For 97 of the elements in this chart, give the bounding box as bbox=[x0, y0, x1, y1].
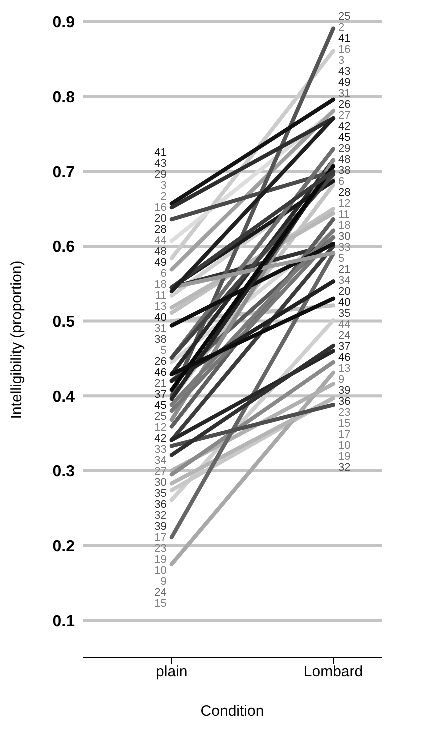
text: 2 bbox=[160, 190, 167, 203]
series-label: 12 bbox=[338, 198, 351, 210]
series-label: 48 bbox=[338, 154, 351, 166]
text: 38 bbox=[154, 334, 167, 346]
text: 37 bbox=[338, 341, 351, 353]
series-label: 6 bbox=[338, 176, 345, 188]
text: 42 bbox=[338, 121, 351, 133]
text: 11 bbox=[155, 290, 167, 302]
series-label: 45 bbox=[154, 400, 167, 412]
text: 24 bbox=[154, 586, 167, 599]
text: 18 bbox=[154, 278, 167, 291]
y-tick-label: 0.7 bbox=[52, 164, 76, 182]
text: 31 bbox=[338, 88, 351, 100]
text: 28 bbox=[154, 224, 167, 236]
text: 46 bbox=[338, 352, 351, 364]
y-tick-label: 0.6 bbox=[52, 239, 76, 256]
text: 3 bbox=[160, 180, 167, 192]
text: 24 bbox=[338, 330, 351, 342]
text: 45 bbox=[338, 132, 351, 144]
text: 25 bbox=[154, 410, 167, 423]
text: 20 bbox=[154, 212, 167, 225]
series-label: 25 bbox=[338, 11, 351, 23]
x-tick-label: Lombard bbox=[304, 664, 364, 681]
y-tick-label: 0.4 bbox=[52, 388, 76, 406]
text: 15 bbox=[338, 418, 351, 430]
text: 16 bbox=[154, 202, 167, 214]
text: 39 bbox=[338, 385, 351, 397]
series-label: 21 bbox=[154, 378, 167, 390]
series-label: 30 bbox=[338, 231, 351, 243]
text: 36 bbox=[154, 498, 167, 511]
y-tick-label: 0.9 bbox=[52, 14, 76, 32]
text: 17 bbox=[338, 429, 351, 441]
text: 19 bbox=[154, 554, 167, 566]
text: 30 bbox=[154, 476, 167, 489]
text: 43 bbox=[338, 66, 351, 78]
series-label: 46 bbox=[154, 366, 167, 379]
series-label: 31 bbox=[154, 322, 167, 335]
series-label: 33 bbox=[338, 242, 351, 254]
series-label: 5 bbox=[160, 344, 167, 357]
text: 12 bbox=[154, 422, 167, 434]
text: 44 bbox=[154, 234, 167, 247]
y-tick-label: 0.2 bbox=[52, 538, 76, 556]
series-label: 28 bbox=[338, 187, 351, 199]
x-tick-label: plain bbox=[156, 664, 188, 681]
series-label: 26 bbox=[154, 356, 167, 368]
text: 35 bbox=[338, 308, 351, 320]
text: 26 bbox=[338, 99, 351, 111]
text: 40 bbox=[338, 297, 351, 309]
text: 27 bbox=[338, 110, 351, 122]
text: 9 bbox=[160, 576, 167, 588]
text: 49 bbox=[338, 77, 351, 89]
y-tick-label: 0.8 bbox=[52, 90, 76, 107]
y-axis-title: Intelligibility (proportion) bbox=[8, 260, 26, 420]
text: 48 bbox=[154, 246, 167, 258]
text: 34 bbox=[154, 454, 167, 467]
series-label: 29 bbox=[338, 143, 351, 155]
text: 6 bbox=[160, 268, 167, 280]
series-label: 49 bbox=[154, 256, 167, 269]
text: 41 bbox=[154, 146, 167, 159]
series-label: 18 bbox=[338, 220, 351, 232]
text: 9 bbox=[338, 374, 345, 386]
series-label: 40 bbox=[154, 312, 167, 324]
text: 16 bbox=[338, 44, 351, 56]
text: 10 bbox=[338, 440, 351, 452]
text: 5 bbox=[338, 253, 345, 265]
y-tick-label: 0.5 bbox=[52, 314, 76, 331]
text: 10 bbox=[154, 564, 167, 577]
series-label: 13 bbox=[154, 300, 167, 313]
text: 15 bbox=[154, 598, 167, 610]
y-tick-label: 0.3 bbox=[52, 464, 76, 481]
text: 33 bbox=[154, 444, 167, 456]
x-axis-title: Condition bbox=[200, 703, 264, 720]
text: 32 bbox=[338, 462, 351, 474]
text: 13 bbox=[338, 363, 351, 375]
text: 23 bbox=[154, 542, 167, 555]
series-label: 38 bbox=[338, 165, 351, 177]
text: 42 bbox=[154, 432, 167, 445]
text: 32 bbox=[154, 510, 167, 522]
text: 3 bbox=[338, 55, 345, 67]
text: 43 bbox=[154, 158, 167, 170]
text: 23 bbox=[338, 407, 351, 419]
text: 27 bbox=[154, 466, 167, 478]
series-label: 11 bbox=[338, 209, 350, 221]
y-tick-label: 0.1 bbox=[52, 613, 76, 630]
text: 39 bbox=[154, 520, 167, 533]
series-label: 2 bbox=[338, 22, 345, 34]
text: 20 bbox=[338, 286, 351, 298]
text: 29 bbox=[154, 168, 167, 181]
text: 36 bbox=[338, 396, 351, 408]
series-label: 37 bbox=[154, 388, 167, 401]
text: 44 bbox=[338, 319, 351, 331]
text: 35 bbox=[154, 488, 167, 500]
text: 19 bbox=[338, 451, 351, 463]
text: 41 bbox=[338, 33, 351, 45]
text: 34 bbox=[338, 275, 351, 287]
text: 17 bbox=[154, 532, 167, 544]
text: 21 bbox=[338, 264, 351, 276]
